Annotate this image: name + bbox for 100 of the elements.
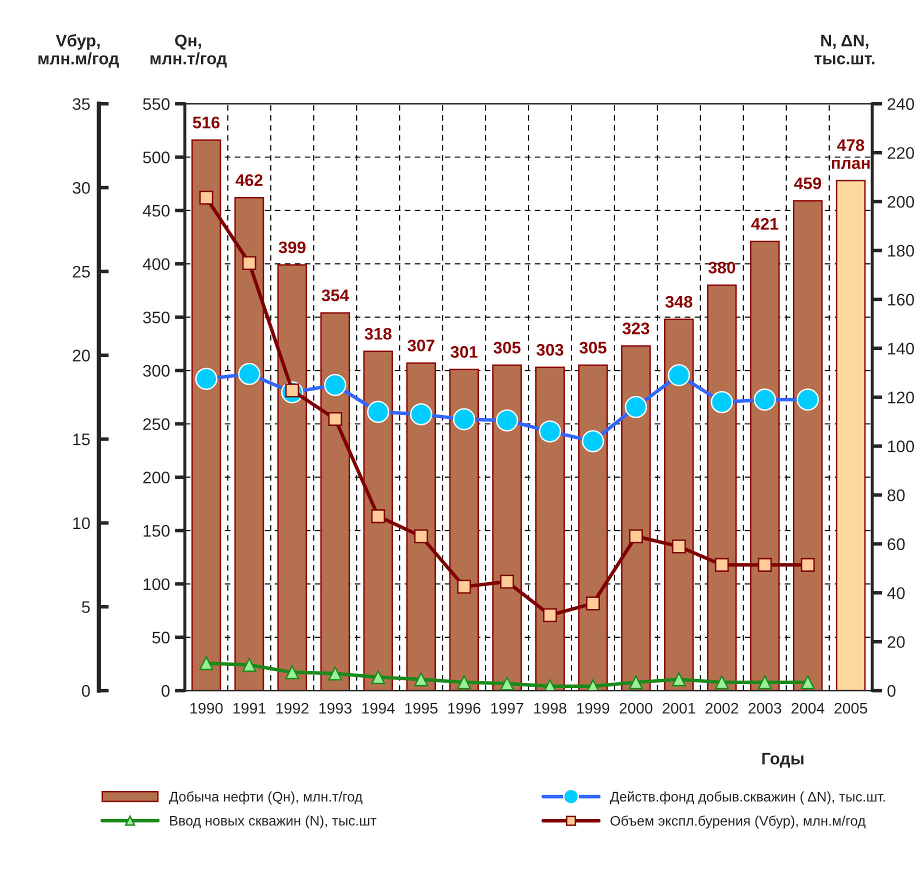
data-label: 459 xyxy=(794,177,822,190)
y2-tick-label: 0 xyxy=(887,685,896,697)
x-tick-label: 1996 xyxy=(448,702,480,714)
point xyxy=(414,529,428,544)
legend-label: Объем экспл.бурения (Vбур), млн.м/год xyxy=(610,815,866,829)
y2-tick-label: 240 xyxy=(888,98,914,110)
y3-tick-label: 10 xyxy=(73,517,90,530)
y3-tick-label: 0 xyxy=(82,685,90,697)
point xyxy=(199,656,214,670)
data-label: 303 xyxy=(536,344,564,356)
y-tick-label: 500 xyxy=(143,152,170,164)
data-label: 516 xyxy=(192,116,220,128)
x-tick-label: 1995 xyxy=(405,702,438,714)
y3-tick-label: 25 xyxy=(72,266,90,278)
y3-tick-label: 20 xyxy=(72,350,90,362)
x-tick-label: 2001 xyxy=(662,702,696,714)
y2-tick-label: 220 xyxy=(888,147,914,159)
point xyxy=(328,666,342,680)
y2-tick-label: 60 xyxy=(888,538,905,550)
x-tick-label: 1992 xyxy=(276,702,308,714)
y-axis-title: Qн, млн.т/год xyxy=(150,34,227,68)
point xyxy=(629,675,643,690)
y2-tick-label: 120 xyxy=(888,392,914,404)
x-axis-title: Годы xyxy=(762,752,804,768)
point xyxy=(800,558,815,572)
x-tick-label: 2005 xyxy=(834,702,868,714)
x-tick-label: 2002 xyxy=(706,702,738,714)
point xyxy=(586,596,600,610)
y2-axis-title: N, ΔN, тыс.шт. xyxy=(814,34,874,64)
data-label: 421 xyxy=(751,218,778,230)
point xyxy=(242,256,256,270)
x-tick-label: 1994 xyxy=(362,702,395,714)
y2-tick-label: 20 xyxy=(888,636,905,648)
y3-tick-label: 35 xyxy=(72,98,90,110)
y-tick-label: 100 xyxy=(144,578,170,590)
y3-axis-title: Vбур, млн.м/год xyxy=(38,34,119,68)
data-label: 305 xyxy=(579,342,606,354)
point xyxy=(242,658,256,672)
point xyxy=(672,672,686,686)
y-tick-label: 200 xyxy=(143,472,170,484)
point xyxy=(758,558,772,572)
data-label: 478 план xyxy=(832,139,870,169)
y3-tick-label: 30 xyxy=(72,182,90,194)
x-tick-label: 1998 xyxy=(534,702,566,714)
point xyxy=(672,539,686,554)
y-tick-label: 250 xyxy=(143,418,170,430)
x-tick-label: 2000 xyxy=(620,702,652,714)
point xyxy=(414,672,428,686)
point xyxy=(457,675,472,690)
y-tick-label: 0 xyxy=(162,685,170,697)
data-label: 323 xyxy=(622,322,650,334)
point xyxy=(758,675,772,690)
y-tick-label: 50 xyxy=(152,632,170,644)
y2-tick-label: 140 xyxy=(888,342,914,354)
y2-tick-label: 80 xyxy=(888,489,905,502)
point xyxy=(800,675,815,690)
y-tick-label: 450 xyxy=(142,204,170,217)
y2-tick-label: 180 xyxy=(888,244,914,257)
legend-label: Добыча нефти (Qн), млн.т/год xyxy=(169,791,362,804)
y-tick-label: 300 xyxy=(143,364,170,377)
y2-tick-label: 40 xyxy=(887,587,905,600)
point xyxy=(500,676,514,690)
point xyxy=(199,190,214,205)
y3-tick-label: 5 xyxy=(82,601,90,613)
y3-tick-label: 15 xyxy=(73,434,90,446)
x-tick-label: 1999 xyxy=(577,702,610,714)
data-label: 307 xyxy=(408,340,434,352)
point xyxy=(457,580,472,594)
data-label: 380 xyxy=(708,262,736,274)
data-label: 348 xyxy=(665,296,692,308)
point xyxy=(371,670,386,684)
y2-tick-label: 200 xyxy=(888,196,914,208)
y-tick-label: 550 xyxy=(143,98,170,110)
legend-label: Ввод новых скважин (N), тыс.шт xyxy=(170,815,376,828)
y2-tick-label: 100 xyxy=(888,440,914,452)
point xyxy=(285,665,300,680)
data-label: 354 xyxy=(322,289,349,302)
y2-tick-label: 160 xyxy=(888,294,914,306)
data-label: 305 xyxy=(494,342,520,354)
y-tick-label: 350 xyxy=(143,312,170,324)
x-tick-label: 2003 xyxy=(748,702,782,714)
data-label: 399 xyxy=(278,241,306,254)
data-label: 301 xyxy=(450,346,478,358)
point xyxy=(371,509,386,524)
point xyxy=(543,608,557,622)
bar xyxy=(836,180,866,691)
legend-label: Действ.фонд добыв.скважин ( ΔN), тыс.шт. xyxy=(610,791,885,804)
x-tick-label: 1993 xyxy=(319,702,352,714)
data-label: 318 xyxy=(364,328,392,340)
point xyxy=(500,574,514,589)
point xyxy=(714,675,729,690)
data-label: 462 xyxy=(236,174,262,186)
x-tick-label: 1990 xyxy=(190,702,223,714)
point xyxy=(328,412,342,426)
y-tick-label: 150 xyxy=(144,524,170,537)
y-tick-label: 400 xyxy=(142,258,170,270)
point xyxy=(629,529,643,544)
x-tick-label: 1991 xyxy=(233,702,266,714)
point xyxy=(714,558,729,572)
x-tick-label: 1997 xyxy=(491,702,524,714)
